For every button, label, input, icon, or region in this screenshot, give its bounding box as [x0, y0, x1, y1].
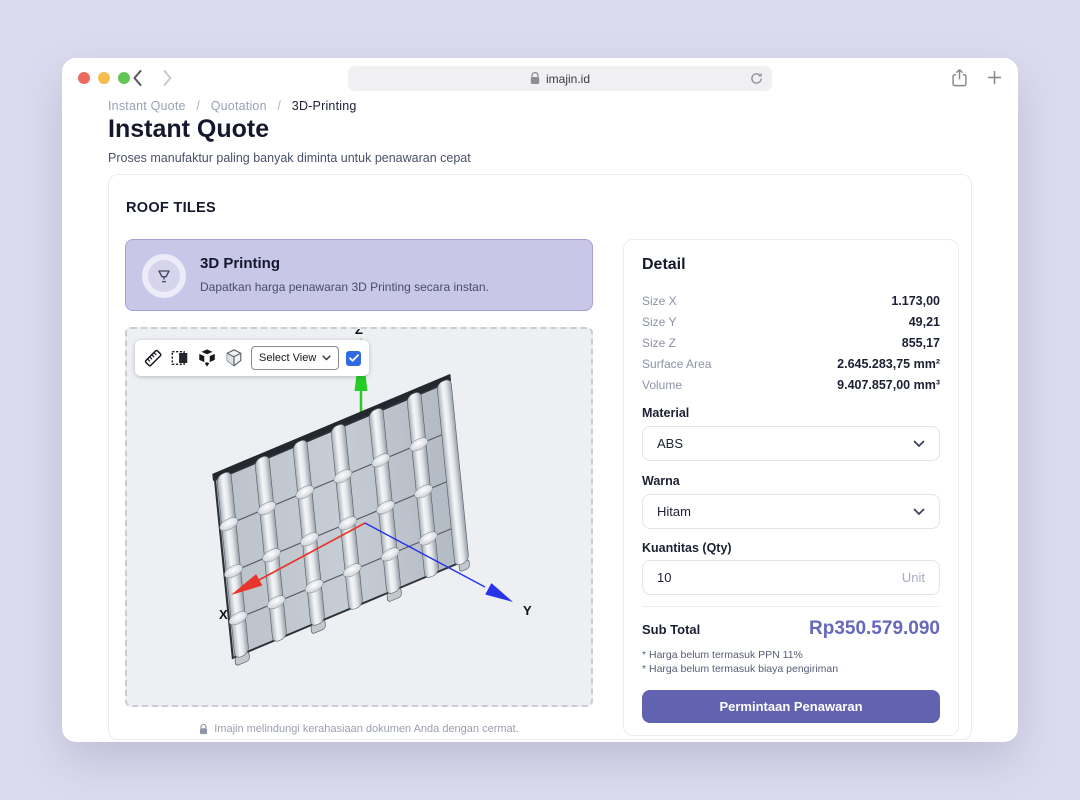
- reload-icon: [751, 73, 762, 84]
- axis-x-label: X: [219, 607, 228, 622]
- exploded-view-button[interactable]: [197, 348, 217, 368]
- address-bar[interactable]: imajin.id: [348, 66, 772, 91]
- divider: [642, 606, 940, 607]
- row-value: 2.645.283,75 mm²: [837, 356, 940, 371]
- printer-nozzle-icon: [158, 270, 170, 283]
- row-label: Size Y: [642, 314, 677, 329]
- material-label: Material: [642, 406, 690, 420]
- axis-y: Y: [364, 522, 532, 618]
- window-minimize-button[interactable]: [98, 72, 110, 84]
- lock-icon: [200, 723, 208, 734]
- quantity-unit: Unit: [901, 570, 925, 585]
- detail-row-surface-area: Surface Area 2.645.283,75 mm²: [642, 353, 940, 374]
- color-select[interactable]: Hitam: [642, 494, 940, 529]
- measure-tool-button[interactable]: [143, 348, 163, 368]
- forward-icon: [163, 70, 172, 86]
- plus-icon: [987, 70, 1002, 85]
- request-quotation-button[interactable]: Permintaan Penawaran: [642, 690, 940, 723]
- row-value: 1.173,00: [891, 293, 940, 308]
- isometric-view-button[interactable]: [224, 348, 244, 368]
- process-banner-3d-printing[interactable]: 3D Printing Dapatkan harga penawaran 3D …: [125, 239, 593, 311]
- browser-forward-button[interactable]: [162, 70, 174, 86]
- chevron-down-icon: [913, 508, 925, 515]
- model-collars: [219, 437, 438, 626]
- new-tab-button[interactable]: [987, 70, 1002, 90]
- page-subtitle: Proses manufaktur paling banyak diminta …: [108, 151, 471, 165]
- row-label: Volume: [642, 377, 683, 392]
- share-icon: [952, 69, 967, 87]
- row-value: 9.407.857,00 mm³: [837, 377, 940, 392]
- back-icon: [133, 70, 142, 86]
- model-viewer: Z: [125, 327, 593, 707]
- detail-row-volume: Volume 9.407.857,00 mm³: [642, 374, 940, 395]
- breadcrumb-3d-printing: 3D-Printing: [291, 99, 357, 113]
- quantity-input[interactable]: 10 Unit: [642, 560, 940, 595]
- check-icon: [348, 354, 359, 362]
- 3d-model-canvas[interactable]: Z: [127, 329, 591, 705]
- axis-z-label: Z: [355, 329, 363, 337]
- note-shipping: * Harga belum termasuk biaya pengiriman: [642, 663, 839, 675]
- color-label: Warna: [642, 474, 680, 488]
- detail-row-size-y: Size Y 49,21: [642, 311, 940, 332]
- quantity-label: Kuantitas (Qty): [642, 541, 732, 555]
- detail-row-size-x: Size X 1.173,00: [642, 290, 940, 311]
- row-label: Size Z: [642, 335, 677, 350]
- chevron-down-icon: [322, 355, 331, 361]
- window-zoom-button[interactable]: [118, 72, 130, 84]
- subtotal-row: Sub Total Rp350.579.090: [642, 618, 940, 640]
- browser-chrome: imajin.id: [62, 58, 1018, 98]
- axis-x: X: [219, 522, 366, 622]
- axis-y-label: Y: [523, 603, 532, 618]
- detail-row-size-z: Size Z 855,17: [642, 332, 940, 353]
- quantity-value: 10: [657, 570, 672, 585]
- detail-panel: Detail Size X 1.173,00 Size Y 49,21 Size…: [623, 239, 959, 736]
- share-button[interactable]: [951, 68, 968, 92]
- row-label: Surface Area: [642, 356, 712, 371]
- browser-window: imajin.id Instant Quote / Quotation / 3D…: [62, 58, 1018, 742]
- note-tax: * Harga belum termasuk PPN 11%: [642, 649, 803, 661]
- axes-visibility-checkbox[interactable]: [346, 350, 362, 366]
- section-view-button[interactable]: [170, 348, 190, 368]
- lock-icon: [530, 72, 540, 84]
- material-select[interactable]: ABS: [642, 426, 940, 461]
- part-name-title: ROOF TILES: [126, 200, 216, 216]
- breadcrumb-separator: /: [277, 99, 282, 113]
- confidentiality-text: Imajin melindungi kerahasiaan dokumen An…: [214, 723, 519, 735]
- banner-subtitle: Dapatkan harga penawaran 3D Printing sec…: [200, 280, 489, 294]
- row-value: 855,17: [901, 335, 940, 350]
- breadcrumb-separator: /: [196, 99, 201, 113]
- subtotal-value: Rp350.579.090: [809, 618, 940, 639]
- model-ribs: [216, 379, 469, 658]
- page-title: Instant Quote: [108, 115, 270, 143]
- roof-tile-model: [212, 373, 470, 666]
- color-value: Hitam: [657, 504, 691, 519]
- address-url: imajin.id: [545, 71, 590, 86]
- material-value: ABS: [657, 436, 684, 451]
- banner-icon-circle: [148, 260, 180, 292]
- window-close-button[interactable]: [78, 72, 90, 84]
- banner-title: 3D Printing: [200, 255, 281, 272]
- confidentiality-note: Imajin melindungi kerahasiaan dokumen An…: [125, 723, 593, 735]
- select-view-dropdown[interactable]: Select View: [251, 346, 340, 370]
- quote-card: ROOF TILES 3D Printing Dapatkan harga pe…: [108, 174, 972, 740]
- detail-title: Detail: [642, 256, 686, 273]
- reload-button[interactable]: [750, 72, 763, 90]
- viewer-toolbar: Select View: [135, 340, 370, 376]
- breadcrumb-quotation[interactable]: Quotation: [210, 99, 267, 113]
- row-label: Size X: [642, 293, 677, 308]
- breadcrumb: Instant Quote / Quotation / 3D-Printing: [108, 99, 357, 113]
- browser-back-button[interactable]: [132, 70, 144, 86]
- select-view-value: Select View: [259, 352, 317, 364]
- exploded-cube-icon: [199, 349, 215, 367]
- ruler-icon: [144, 349, 162, 367]
- cube-icon: [226, 349, 242, 367]
- subtotal-label: Sub Total: [642, 621, 701, 637]
- row-value: 49,21: [908, 314, 940, 329]
- banner-icon-ring: [142, 254, 186, 298]
- price-notes: * Harga belum termasuk PPN 11% * Harga b…: [642, 648, 838, 676]
- chevron-down-icon: [913, 440, 925, 447]
- section-plane-icon: [171, 350, 188, 366]
- breadcrumb-instant-quote[interactable]: Instant Quote: [108, 99, 186, 113]
